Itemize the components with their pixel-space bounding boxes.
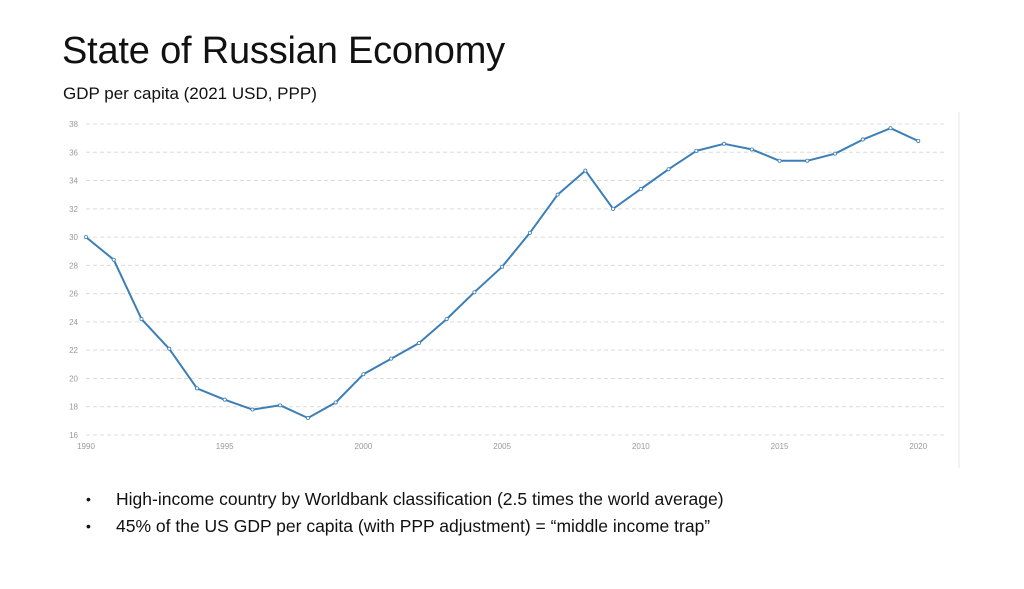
- data-point: [84, 235, 89, 240]
- data-point: [888, 126, 893, 131]
- data-point: [833, 151, 838, 156]
- data-point: [611, 206, 616, 211]
- bullet-text: 45% of the US GDP per capita (with PPP a…: [116, 516, 711, 536]
- y-tick-label: 28: [69, 261, 78, 270]
- y-tick-label: 34: [69, 177, 78, 186]
- x-tick-label: 2005: [493, 442, 511, 451]
- data-point: [555, 192, 560, 197]
- data-point: [777, 158, 782, 163]
- x-tick-label: 2000: [355, 442, 373, 451]
- data-point: [194, 386, 199, 391]
- data-point: [167, 346, 172, 351]
- y-tick-label: 20: [69, 374, 78, 383]
- data-point: [278, 403, 283, 408]
- data-point: [361, 372, 366, 377]
- data-point: [139, 317, 144, 322]
- data-point: [444, 317, 449, 322]
- data-point: [916, 138, 921, 143]
- data-point: [416, 341, 421, 346]
- x-tick-label: 2020: [909, 442, 927, 451]
- y-tick-label: 18: [69, 403, 78, 412]
- y-tick-label: 38: [69, 120, 78, 129]
- data-point: [472, 290, 477, 295]
- bullet-dot-icon: •: [86, 518, 91, 534]
- series-line: [85, 127, 919, 419]
- y-tick-label: 24: [69, 318, 78, 327]
- x-tick-label: 1995: [216, 442, 234, 451]
- data-point: [805, 158, 810, 163]
- data-point: [250, 407, 255, 412]
- data-point: [333, 400, 338, 405]
- slide-title: State of Russian Economy: [62, 30, 505, 72]
- data-point: [583, 168, 588, 173]
- x-tick-label: 2015: [771, 442, 789, 451]
- y-tick-label: 36: [69, 148, 78, 157]
- bullet-item: • 45% of the US GDP per capita (with PPP…: [86, 513, 724, 540]
- data-point: [500, 264, 505, 269]
- y-tick-label: 16: [69, 431, 78, 440]
- chart-subtitle: GDP per capita (2021 USD, PPP): [63, 84, 317, 103]
- data-point: [527, 230, 532, 235]
- data-point: [749, 147, 754, 152]
- data-point: [860, 137, 865, 142]
- y-tick-label: 22: [69, 346, 78, 355]
- data-point: [111, 257, 116, 262]
- data-point: [305, 416, 310, 421]
- data-point: [389, 356, 394, 361]
- x-tick-label: 1990: [77, 442, 95, 451]
- bullet-list: • High-income country by Worldbank class…: [86, 486, 724, 540]
- y-tick-label: 32: [69, 205, 78, 214]
- x-tick-label: 2010: [632, 442, 650, 451]
- data-point: [694, 148, 699, 153]
- bullet-item: • High-income country by Worldbank class…: [86, 486, 724, 513]
- y-tick-label: 30: [69, 233, 78, 242]
- y-tick-label: 26: [69, 290, 78, 299]
- data-point: [666, 167, 671, 172]
- bullet-text: High-income country by Worldbank classif…: [116, 489, 724, 509]
- data-point: [722, 141, 727, 146]
- gdp-line-chart: 16 18 20 22 24 26 28 30 32 34 36 38 1990 1995 2000 2005…: [69, 112, 960, 468]
- data-point: [638, 187, 643, 192]
- data-point: [222, 397, 227, 402]
- bullet-dot-icon: •: [86, 491, 91, 507]
